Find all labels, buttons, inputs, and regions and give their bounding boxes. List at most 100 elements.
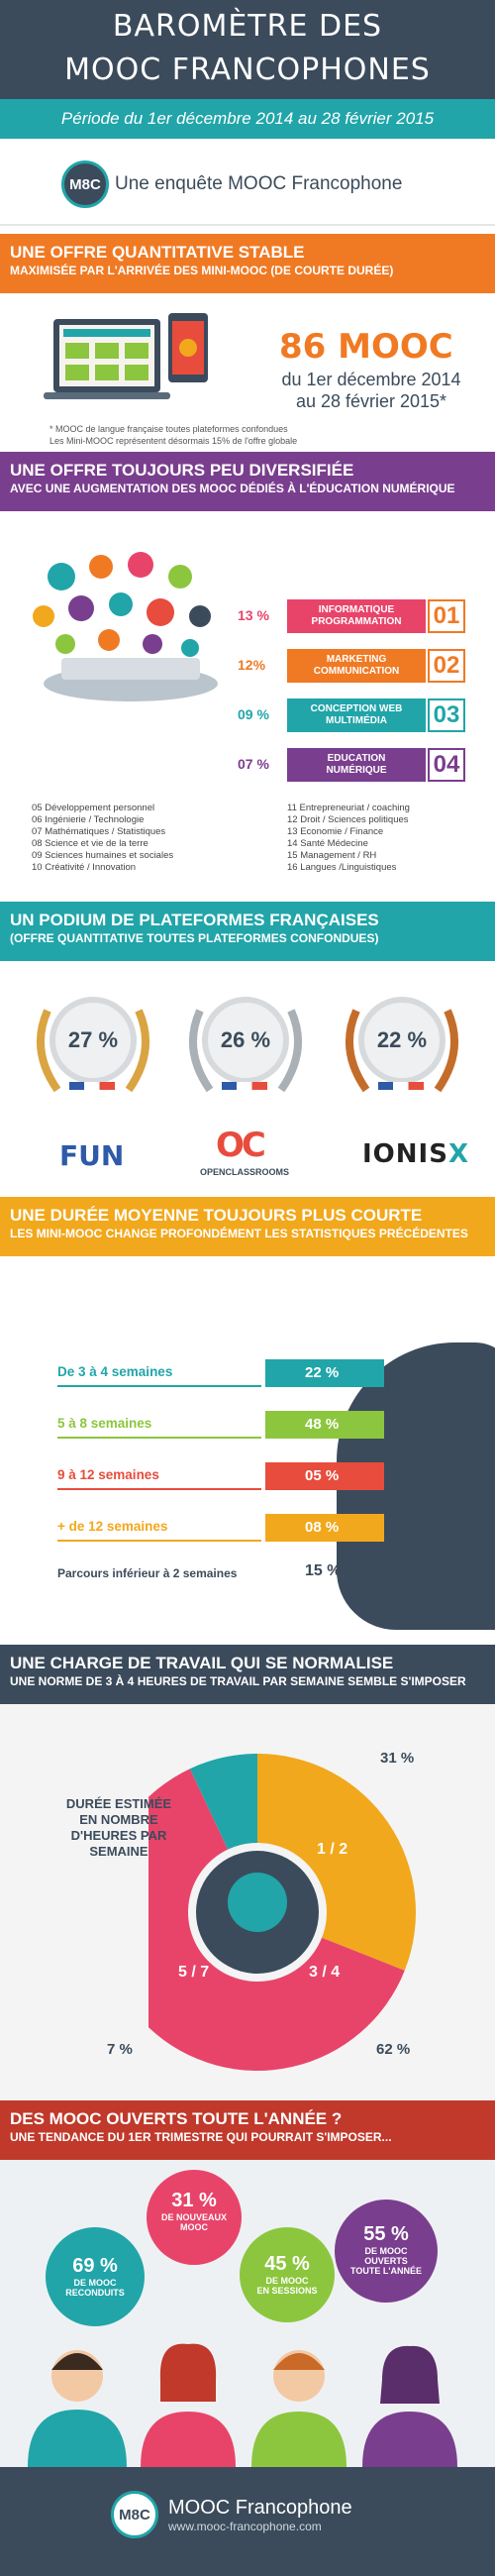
bronze-laurel-icon bbox=[345, 1009, 459, 1093]
workload-label: DURÉE ESTIMÉE EN NOMBRE D'HEURES PAR SEM… bbox=[65, 1796, 172, 1859]
duration-row-3: 9 à 12 semaines 05 % bbox=[57, 1462, 384, 1490]
period-banner: Période du 1er décembre 2014 au 28 févri… bbox=[0, 99, 495, 139]
survey-brand: M8C Une enquête MOOC Francophone bbox=[61, 157, 402, 212]
duration-line bbox=[57, 1540, 261, 1542]
footer-brand: M8C MOOC Francophone www.mooc-francophon… bbox=[111, 2491, 352, 2538]
duration-label: + de 12 semaines bbox=[57, 1519, 168, 1534]
workload-donut-chart bbox=[148, 1754, 417, 2071]
gold-laurel-icon bbox=[36, 1009, 150, 1093]
section-2-banner: UNE OFFRE TOUJOURS PEU DIVERSIFIÉE AVEC … bbox=[0, 452, 495, 511]
category-label-line-2: PROGRAMMATION bbox=[311, 616, 402, 627]
section-5-banner: UNE CHARGE DE TRAVAIL QUI SE NORMALISE U… bbox=[0, 1645, 495, 1704]
duration-line bbox=[57, 1488, 261, 1490]
fun-logo: FUN bbox=[59, 1139, 125, 1172]
header: BAROMÈTRE DES MOOC FRANCOPHONES bbox=[0, 0, 495, 99]
mooc-count: 86 MOOC bbox=[279, 327, 453, 367]
category-row-04: 07 % EDUCATION NUMÉRIQUE 04 bbox=[0, 748, 495, 782]
bubble-desc-2: RECONDUITS bbox=[65, 2288, 125, 2298]
slice-percent-2: 62 % bbox=[376, 2041, 411, 2058]
list-item: 10 Créativité / Innovation bbox=[32, 862, 137, 873]
slice-label-3: 5 / 7 bbox=[178, 1964, 210, 1981]
section-3-subtitle: (OFFRE QUANTITATIVE TOUTES PLATEFORMES C… bbox=[10, 931, 379, 945]
ribbon-icon bbox=[222, 1082, 267, 1090]
duration-label: De 3 à 4 semaines bbox=[57, 1364, 173, 1379]
duration-row-4: + de 12 semaines 08 % bbox=[57, 1514, 384, 1542]
education-icons-cloud bbox=[33, 552, 218, 701]
list-item: 12 Droit / Sciences politiques bbox=[287, 814, 409, 825]
person-4-icon bbox=[362, 2345, 457, 2467]
bubble-desc-2: EN SESSIONS bbox=[256, 2286, 318, 2296]
platform-medal-fun: 27 % bbox=[28, 991, 150, 1129]
category-percent: 12% bbox=[238, 657, 266, 673]
platform-medal-openclassrooms: 26 % bbox=[180, 991, 303, 1129]
bubble-percent: 69 % bbox=[72, 2255, 118, 2277]
bubble-new: 31 % DE NOUVEAUX MOOC bbox=[147, 2170, 242, 2265]
footer-text: MOOC Francophone www.mooc-francophone.co… bbox=[168, 2497, 352, 2533]
duration-line bbox=[57, 1385, 261, 1387]
slice-label-2: 3 / 4 bbox=[309, 1964, 341, 1981]
duration-row-2: 5 à 8 semaines 48 % bbox=[57, 1411, 384, 1439]
section-4-banner: UNE DURÉE MOYENNE TOUJOURS PLUS COURTE L… bbox=[0, 1197, 495, 1256]
category-row-03: 09 % CONCEPTION WEB MULTIMÉDIA 03 bbox=[0, 698, 495, 732]
footer-url[interactable]: www.mooc-francophone.com bbox=[168, 2519, 322, 2533]
section-1-title: UNE OFFRE QUANTITATIVE STABLE bbox=[10, 243, 305, 262]
category-list-left: 05 Développement personnel 06 Ingénierie… bbox=[32, 803, 173, 874]
ionisx-logo-suffix: X bbox=[447, 1139, 469, 1169]
ionisx-logo: IONISX bbox=[362, 1139, 469, 1169]
category-percent: 07 % bbox=[238, 756, 269, 772]
bubble-percent: 45 % bbox=[264, 2253, 310, 2275]
brain-icon bbox=[228, 1873, 287, 1932]
list-item: 11 Entrepreneuriat / coaching bbox=[287, 803, 410, 813]
category-rank: 02 bbox=[428, 649, 465, 683]
duration-row-5: Parcours inférieur à 2 semaines 15 % bbox=[57, 1559, 354, 1587]
section-2-subtitle: AVEC UNE AUGMENTATION DES MOOC DÉDIÉS À … bbox=[10, 482, 455, 495]
person-1-icon bbox=[28, 2350, 127, 2467]
category-label-line-1: EDUCATION bbox=[327, 753, 386, 764]
section-1-banner: UNE OFFRE QUANTITATIVE STABLE MAXIMISÉE … bbox=[0, 234, 495, 293]
footer-name: MOOC Francophone bbox=[168, 2496, 352, 2519]
section-1-subtitle: MAXIMISÉE PAR L'ARRIVÉE DES MINI-MOOC (D… bbox=[10, 264, 394, 277]
platform-medal-ionisx: 22 % bbox=[337, 991, 459, 1129]
silver-laurel-icon bbox=[188, 1009, 303, 1093]
duration-percent: 22 % bbox=[265, 1359, 384, 1387]
title-line-2: MOOC FRANCOPHONES bbox=[64, 53, 431, 87]
title-line-1: BAROMÈTRE DES bbox=[112, 9, 383, 44]
duration-line bbox=[57, 1437, 261, 1439]
section-6-title: DES MOOC OUVERTS TOUTE L'ANNÉE ? bbox=[10, 2109, 343, 2128]
list-item: 09 Sciences humaines et sociales bbox=[32, 850, 174, 861]
bubble-desc-1: DE MOOC bbox=[73, 2278, 117, 2288]
category-label-line-2: COMMUNICATION bbox=[313, 666, 400, 677]
section-6-subtitle: UNE TENDANCE DU 1ER TRIMESTRE QUI POURRA… bbox=[10, 2130, 392, 2144]
duration-percent: 48 % bbox=[265, 1411, 384, 1439]
footer bbox=[0, 2467, 495, 2576]
duration-percent: 15 % bbox=[305, 1562, 342, 1579]
category-label: MARKETING COMMUNICATION bbox=[287, 649, 426, 683]
bubble-sessions: 45 % DE MOOC EN SESSIONS bbox=[240, 2227, 335, 2322]
category-percent: 13 % bbox=[238, 607, 269, 623]
openclassrooms-logo: OC bbox=[216, 1126, 266, 1165]
slice-percent-1: 31 % bbox=[380, 1750, 415, 1767]
bubble-open-all-year: 55 % DE MOOC OUVERTS TOUTE L'ANNÉE bbox=[335, 2200, 438, 2303]
bubble-reconducted: 69 % DE MOOC RECONDUITS bbox=[46, 2227, 145, 2326]
bubble-desc-2: MOOC bbox=[180, 2222, 208, 2232]
category-rank: 01 bbox=[428, 599, 465, 633]
slice-label-1: 1 / 2 bbox=[317, 1841, 348, 1858]
list-item: 08 Science et vie de la terre bbox=[32, 838, 148, 849]
footnote-2: Les Mini-MOOC représentent désormais 15%… bbox=[50, 436, 298, 446]
bubble-desc-1: DE NOUVEAUX bbox=[160, 2212, 227, 2222]
date-range-start: du 1er décembre 2014 bbox=[281, 370, 461, 389]
platform-percent: 22 % bbox=[358, 997, 446, 1084]
section-3-banner: UN PODIUM DE PLATEFORMES FRANÇAISES (OFF… bbox=[0, 902, 495, 961]
category-label: CONCEPTION WEB MULTIMÉDIA bbox=[287, 698, 426, 732]
slice-percent-3: 7 % bbox=[107, 2041, 133, 2058]
openclassrooms-caption: OPENCLASSROOMS bbox=[200, 1167, 290, 1177]
category-label: EDUCATION NUMÉRIQUE bbox=[287, 748, 426, 782]
devices-icon bbox=[44, 313, 208, 399]
list-item: 06 Ingénierie / Technologie bbox=[32, 814, 145, 825]
donut-slice-2 bbox=[148, 1769, 405, 2071]
bubble-desc-2: OUVERTS bbox=[364, 2256, 408, 2266]
mooc-logo-icon: M8C bbox=[61, 161, 109, 208]
person-2-icon bbox=[141, 2343, 236, 2467]
section-6-banner: DES MOOC OUVERTS TOUTE L'ANNÉE ? UNE TEN… bbox=[0, 2100, 495, 2160]
